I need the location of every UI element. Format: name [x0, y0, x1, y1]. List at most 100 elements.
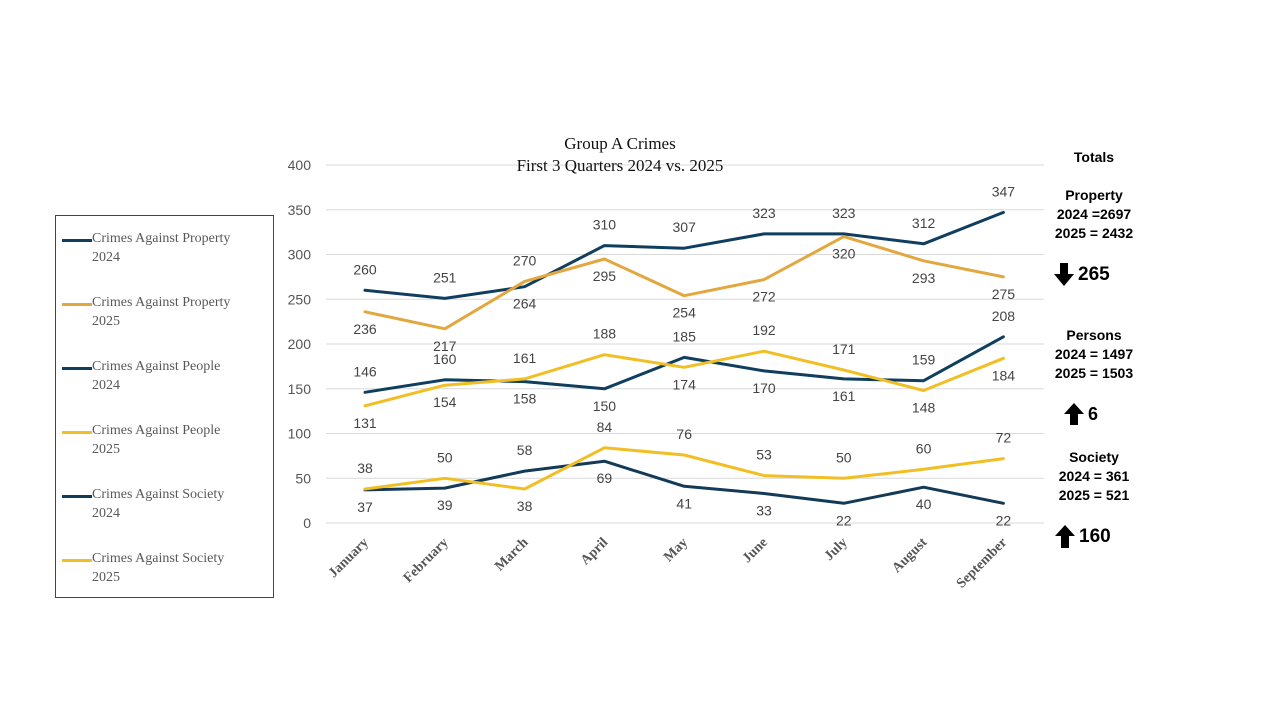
legend-swatch	[62, 303, 92, 306]
data-label: 171	[832, 341, 856, 357]
series-lines	[363, 210, 1005, 505]
series-line	[363, 210, 1005, 300]
data-labels: 260 236 251 217 270 264 310 295 307 254 323 272 323 3…	[353, 183, 1015, 528]
data-label: 320	[832, 246, 856, 262]
totals-society-title: Society	[1069, 449, 1119, 465]
data-label: 251	[433, 269, 457, 285]
legend-item[interactable]: Crimes Against People 2025	[62, 421, 274, 459]
data-label: 185	[673, 328, 697, 344]
chart-subtitle: First 3 Quarters 2024 vs. 2025	[517, 156, 724, 175]
data-label: 161	[513, 350, 537, 366]
y-tick-label: 0	[303, 515, 311, 531]
data-label: 150	[593, 398, 617, 414]
arrow-down-icon	[1054, 263, 1074, 286]
totals-persons-2024: 2024 = 1497	[1054, 346, 1134, 362]
data-label: 310	[593, 217, 617, 233]
totals-persons-title: Persons	[1066, 327, 1122, 343]
x-tick-label: January	[326, 535, 372, 581]
property-change-value: 265	[1078, 263, 1110, 285]
totals-property: Property 2024 =2697 2025 = 2432	[1034, 186, 1154, 243]
totals-society: Society 2024 = 361 2025 = 521	[1034, 448, 1154, 505]
data-label: 264	[513, 296, 537, 312]
data-label: 260	[353, 261, 377, 277]
data-label: 33	[756, 502, 772, 518]
data-label: 41	[676, 495, 692, 511]
data-label: 40	[916, 496, 932, 512]
y-tick-label: 200	[288, 336, 312, 352]
persons-change-value: 6	[1088, 403, 1099, 424]
legend-item[interactable]: Crimes Against People 2024	[62, 357, 274, 395]
y-tick-label: 250	[288, 291, 312, 307]
data-label: 208	[992, 308, 1016, 324]
data-label: 192	[752, 322, 776, 338]
data-label: 254	[673, 305, 697, 321]
data-label: 236	[353, 321, 377, 337]
series-line	[363, 335, 1005, 394]
data-label: 293	[912, 270, 936, 286]
legend-label: Crimes Against Property 2024	[92, 231, 231, 265]
legend-item[interactable]: Crimes Against Society 2024	[62, 485, 274, 523]
property-change: 265	[1054, 263, 1110, 286]
data-label: 270	[513, 252, 537, 268]
data-label: 76	[676, 426, 692, 442]
data-label: 217	[433, 338, 457, 354]
y-tick-label: 300	[288, 247, 312, 263]
data-label: 131	[353, 415, 377, 431]
data-label: 39	[437, 497, 453, 513]
data-label: 37	[357, 499, 373, 515]
data-label: 38	[517, 498, 533, 514]
legend-label: Crimes Against People 2025	[92, 423, 221, 457]
data-label: 347	[992, 183, 1016, 199]
arrow-up-icon	[1064, 403, 1084, 425]
data-label: 160	[433, 351, 457, 367]
data-label: 312	[912, 215, 936, 231]
data-label: 307	[673, 219, 697, 235]
x-tick-label: May	[661, 535, 691, 565]
totals-property-2025: 2025 = 2432	[1054, 225, 1134, 241]
data-label: 154	[433, 394, 457, 410]
legend-swatch	[62, 495, 92, 498]
y-tick-label: 50	[295, 470, 311, 486]
legend: Crimes Against Property 2024 Crimes Agai…	[55, 215, 274, 598]
data-label: 158	[513, 391, 537, 407]
data-label: 295	[593, 268, 617, 284]
y-tick-label: 100	[288, 426, 312, 442]
legend-label: Crimes Against Society 2025	[92, 551, 225, 585]
series-line	[363, 235, 1005, 331]
data-label: 69	[597, 470, 613, 486]
x-tick-label: April	[578, 535, 611, 568]
data-label: 148	[912, 400, 936, 416]
data-label: 50	[437, 449, 453, 465]
axes: 0 50 100 150 200 250 300 350 400 January February M…	[288, 157, 1011, 591]
y-tick-label: 350	[288, 202, 312, 218]
data-label: 84	[597, 419, 613, 435]
legend-swatch	[62, 239, 92, 242]
legend-swatch	[62, 367, 92, 370]
data-label: 272	[752, 289, 776, 305]
y-tick-label: 400	[288, 157, 312, 173]
data-label: 275	[992, 286, 1016, 302]
chart-title: Group A Crimes	[564, 134, 675, 153]
totals-persons: Persons 2024 = 1497 2025 = 1503	[1034, 326, 1154, 383]
data-label: 174	[673, 376, 697, 392]
data-label: 161	[832, 388, 856, 404]
data-label: 146	[353, 363, 377, 379]
y-tick-label: 150	[288, 381, 312, 397]
legend-item[interactable]: Crimes Against Society 2025	[62, 549, 274, 587]
series-line	[363, 446, 1005, 491]
data-label: 50	[836, 449, 852, 465]
x-tick-label: August	[890, 535, 931, 576]
data-label: 58	[517, 442, 533, 458]
totals-society-2024: 2024 = 361	[1058, 468, 1130, 484]
persons-change: 6	[1064, 403, 1098, 425]
legend-item[interactable]: Crimes Against Property 2024	[62, 229, 274, 267]
data-label: 53	[756, 447, 772, 463]
x-tick-label: March	[492, 535, 531, 574]
x-tick-label: July	[822, 535, 851, 564]
data-label: 38	[357, 460, 373, 476]
data-label: 159	[912, 352, 936, 368]
totals-society-2025: 2025 = 521	[1058, 487, 1130, 503]
x-tick-label: June	[740, 535, 771, 566]
legend-item[interactable]: Crimes Against Property 2025	[62, 293, 274, 331]
